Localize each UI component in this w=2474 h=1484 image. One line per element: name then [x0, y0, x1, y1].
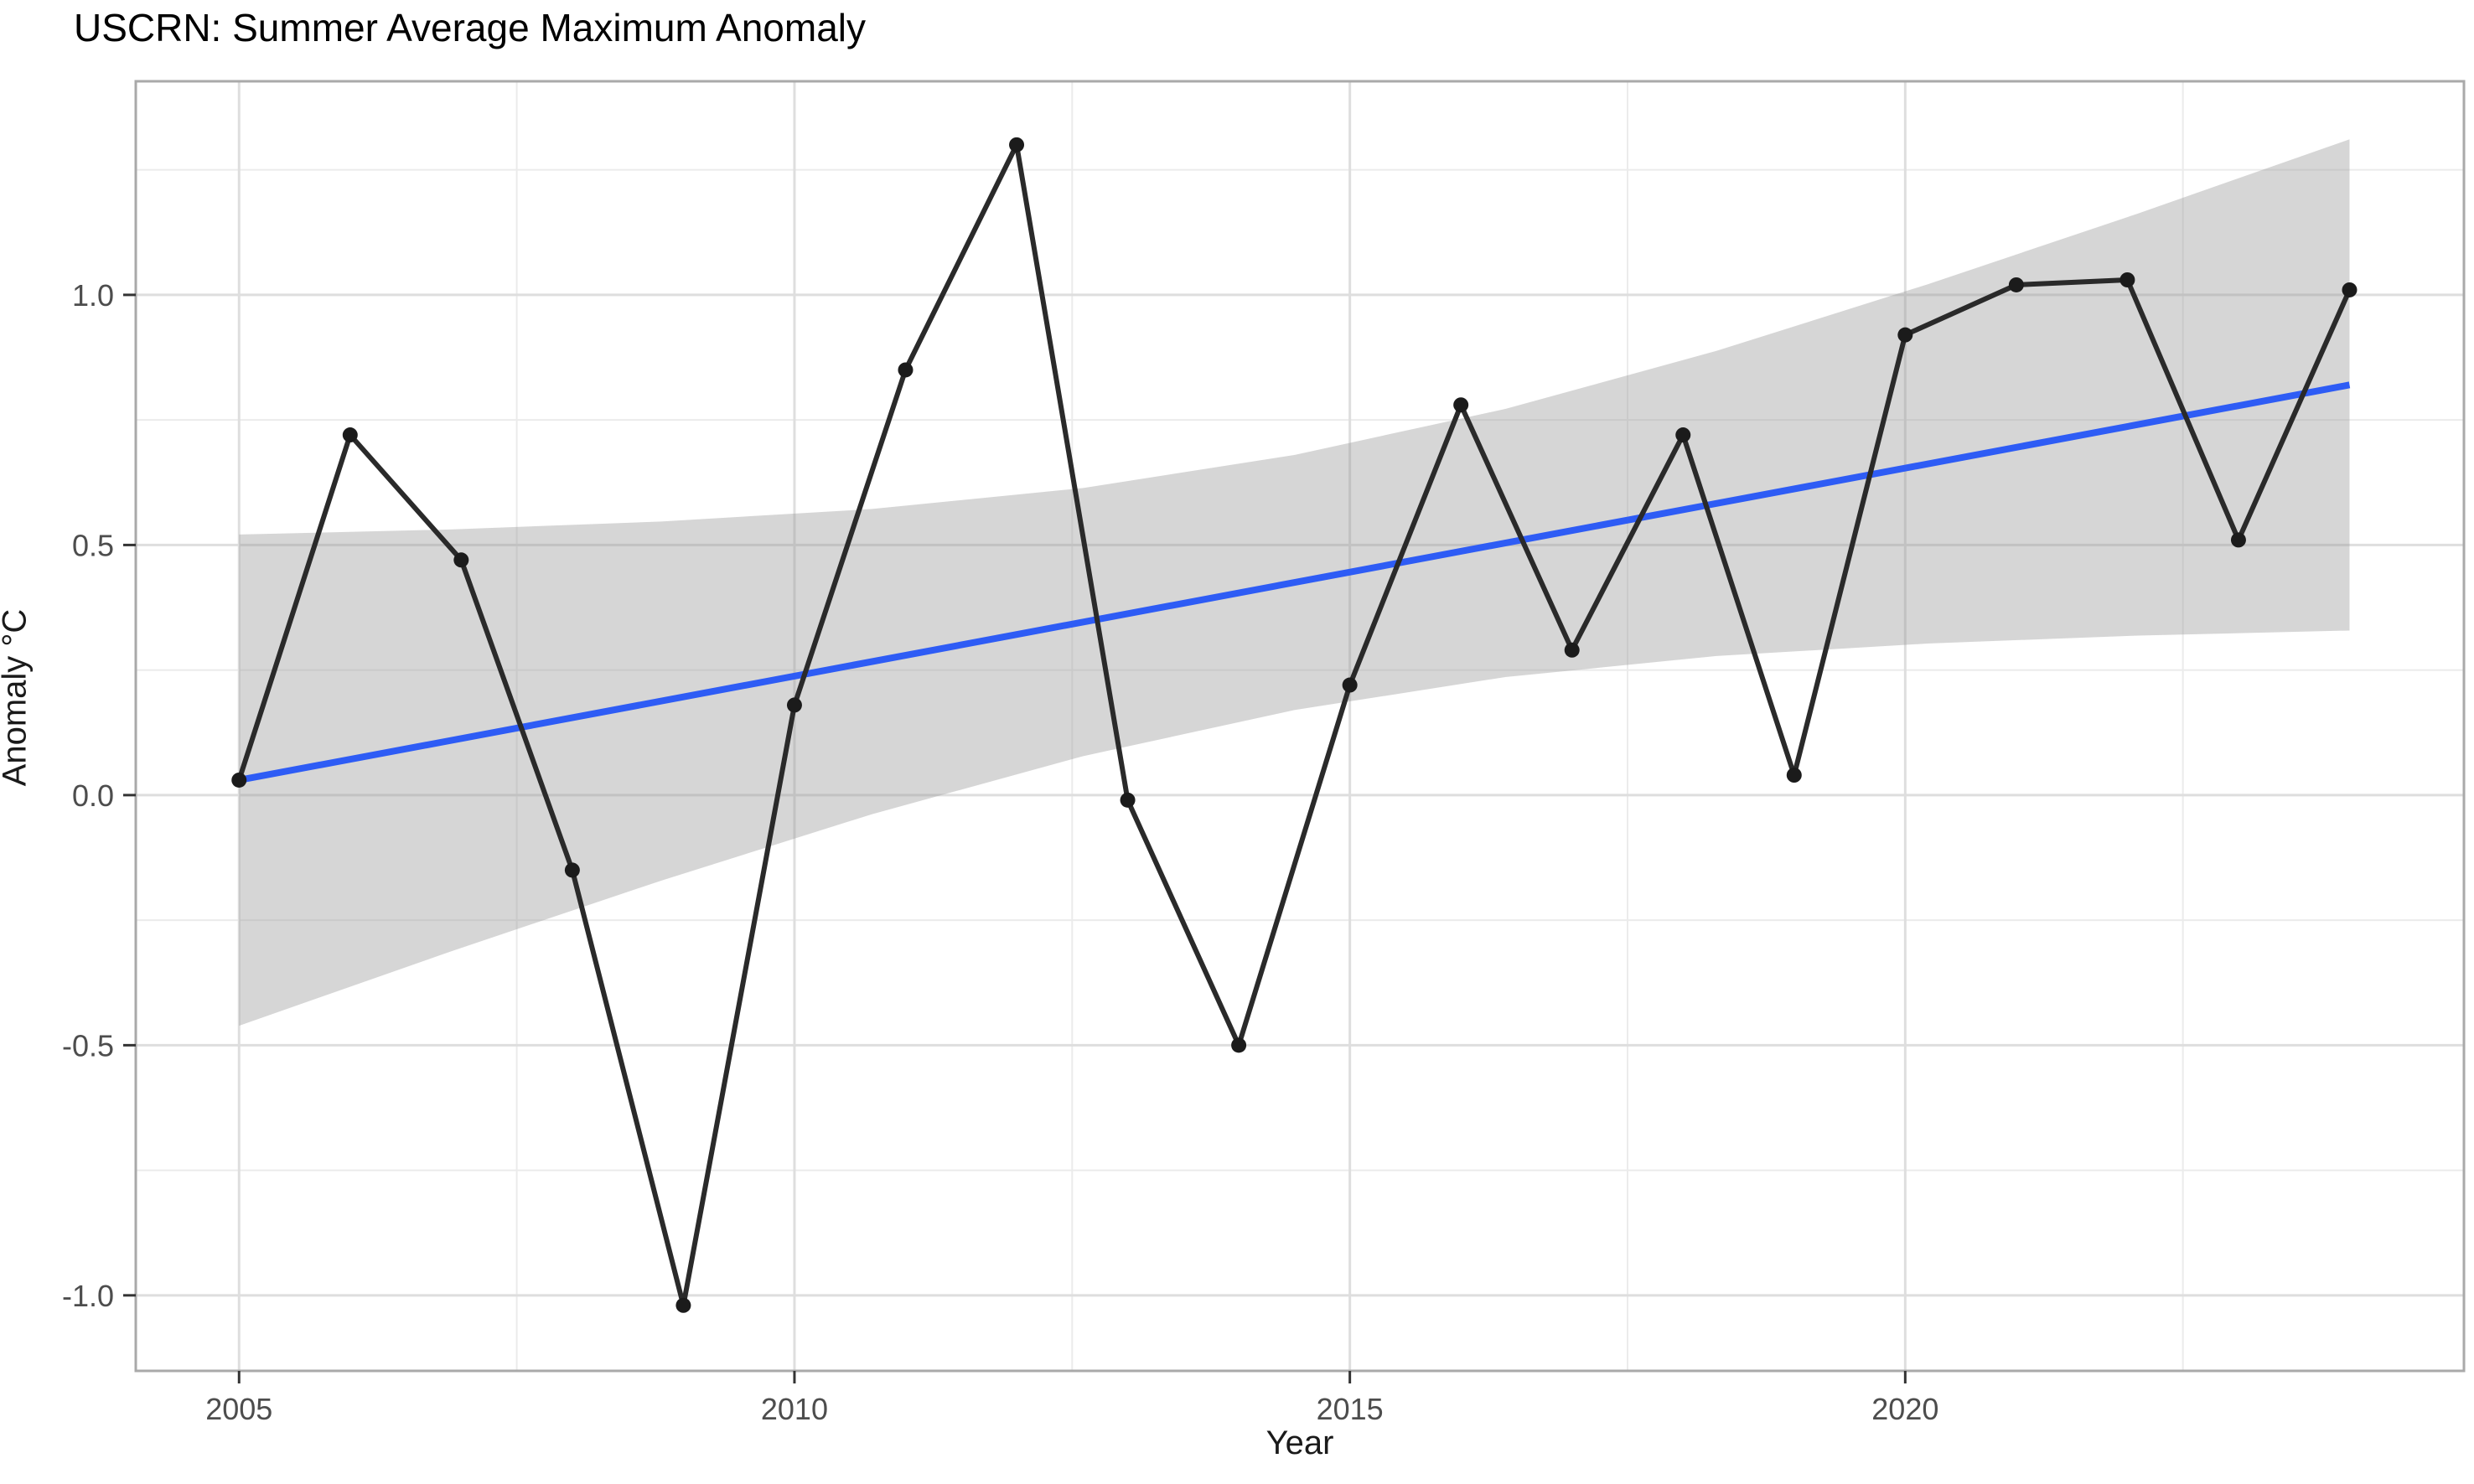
x-tick-label-2015: 2015	[1317, 1392, 1384, 1426]
data-point-2015	[1342, 677, 1358, 693]
data-point-2018	[1675, 427, 1691, 443]
trend-line	[238, 381, 2351, 783]
x-tick-label-2010: 2010	[761, 1392, 828, 1426]
data-point-2011	[898, 362, 914, 378]
data-point-2007	[453, 552, 469, 568]
data-point-2013	[1120, 792, 1136, 808]
data-point-2012	[1009, 137, 1025, 153]
plot-title: USCRN: Summer Average Maximum Anomaly	[74, 6, 866, 49]
y-tick-label-1.0: 1.0	[72, 278, 114, 313]
data-point-2010	[786, 697, 802, 713]
x-axis-title: Year	[1265, 1425, 1334, 1461]
data-point-2009	[675, 1297, 691, 1313]
data-point-2005	[231, 772, 247, 788]
y-tick-label--0.5: -0.5	[62, 1028, 114, 1063]
data-line	[236, 142, 2352, 1308]
y-tick-label-0.5: 0.5	[72, 528, 114, 562]
data-point-2017	[1564, 642, 1580, 658]
data-point-2024	[2342, 282, 2358, 297]
data-point-2006	[342, 427, 358, 443]
x-tick-label-2005: 2005	[205, 1392, 272, 1426]
y-axis-title: Anomaly °C	[0, 608, 34, 787]
x-tick-label-2020: 2020	[1871, 1392, 1938, 1426]
data-point-2019	[1786, 768, 1802, 783]
data-point-2014	[1231, 1037, 1247, 1053]
y-tick-label--1.0: -1.0	[62, 1279, 114, 1313]
data-point-2020	[1897, 327, 1913, 343]
y-tick-label-0.0: 0.0	[72, 778, 114, 813]
data-point-2008	[564, 862, 580, 878]
data-point-2021	[2008, 277, 2024, 292]
panel-border	[134, 80, 2466, 1373]
data-point-2023	[2230, 532, 2246, 548]
data-point-2016	[1453, 397, 1469, 413]
data-point-2022	[2119, 271, 2135, 287]
